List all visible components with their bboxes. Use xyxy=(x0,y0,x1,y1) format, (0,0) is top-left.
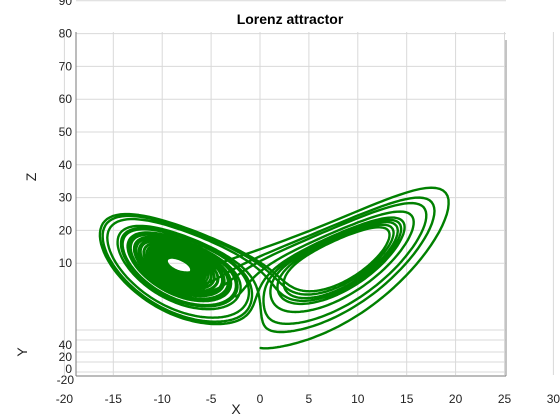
x-tick-label: -10 xyxy=(154,392,172,406)
x-tick-labels: -20 -15 -10 -5 0 5 10 15 20 25 30 xyxy=(56,392,560,406)
y-tick-label: 20 xyxy=(59,350,73,364)
y-axis-label: Y xyxy=(14,347,30,357)
x-tick-label: 20 xyxy=(449,392,463,406)
x-tick-label: 5 xyxy=(306,392,313,406)
chart-title: Lorenz attractor xyxy=(237,11,344,27)
y-tick-label: -20 xyxy=(57,373,75,387)
z-tick-label: 40 xyxy=(59,158,73,172)
x-tick-label: 0 xyxy=(257,392,264,406)
z-tick-labels: 10 20 30 40 50 60 70 80 90 xyxy=(59,0,73,270)
x-tick-label: 25 xyxy=(498,392,512,406)
z-tick-label: 80 xyxy=(59,27,73,41)
x-tick-label: -20 xyxy=(56,392,74,406)
x-tick-label: -5 xyxy=(206,392,217,406)
trajectory-line xyxy=(98,186,450,350)
z-tick-label: 60 xyxy=(59,92,73,106)
x-tick-label: 30 xyxy=(547,392,560,406)
z-tick-label: 30 xyxy=(59,191,73,205)
z-tick-label: 10 xyxy=(59,256,73,270)
z-tick-label: 70 xyxy=(59,59,73,73)
x-axis-label: X xyxy=(231,401,241,417)
z-axis-label: Z xyxy=(23,172,39,181)
y-tick-label: 40 xyxy=(59,338,73,352)
z-tick-label: 50 xyxy=(59,125,73,139)
z-tick-label: 20 xyxy=(59,223,73,237)
z-tick-label: 90 xyxy=(59,0,73,8)
y-tick-label: 0 xyxy=(65,362,72,376)
axis-lines xyxy=(75,32,507,377)
grid xyxy=(63,0,554,375)
x-tick-label: -15 xyxy=(105,392,123,406)
x-tick-label: 10 xyxy=(351,392,365,406)
trajectory-group xyxy=(98,186,450,350)
x-tick-label: 15 xyxy=(400,392,414,406)
